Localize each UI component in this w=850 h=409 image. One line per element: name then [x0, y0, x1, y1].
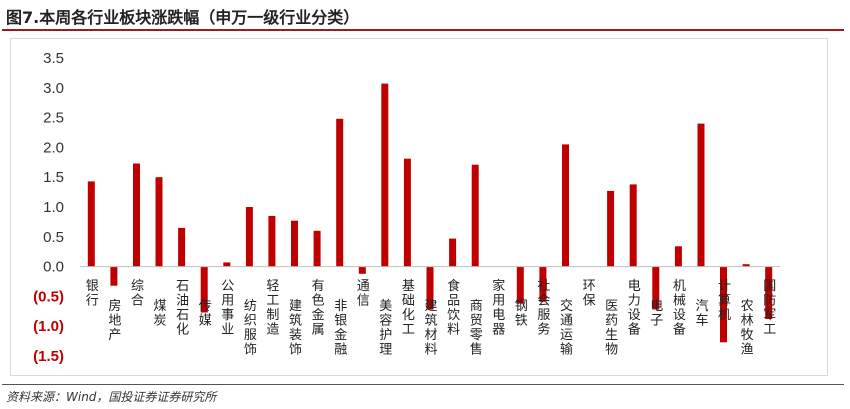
title-divider: [2, 29, 844, 31]
y-tick-label: 3.0: [43, 80, 64, 97]
x-tick-label: 房地产: [108, 298, 121, 343]
x-tick-label: 汽车: [695, 299, 708, 329]
bar-6: [200, 266, 208, 313]
bar-31: [765, 266, 773, 319]
bar-2: [110, 266, 118, 286]
x-tick-label: 石油石化: [176, 279, 189, 338]
y-tick-label: (1.0): [33, 318, 64, 335]
bar-10: [291, 220, 298, 267]
x-tick-label: 家用电器: [492, 278, 505, 338]
bar-21: [539, 266, 547, 302]
x-tick-label: 食品饮料: [447, 278, 460, 338]
bar-12: [336, 118, 344, 267]
chart-frame: [10, 38, 828, 376]
bar-15: [403, 158, 411, 267]
x-tick-label: 国防军工: [763, 279, 776, 338]
x-tick-label: 计算机: [718, 279, 731, 323]
bar-5: [178, 227, 186, 267]
bar-series: [87, 83, 773, 343]
bar-26: [652, 266, 660, 310]
x-tick-label: 银行: [86, 279, 99, 309]
bar-29: [720, 266, 727, 343]
x-tick-label: 美容护理: [379, 299, 392, 358]
bar-8: [245, 207, 253, 267]
y-tick-label: 1.0: [43, 199, 64, 216]
y-axis: 3.5 3.0 2.5 2.0 1.5 1.0 0.5 0.0 (0.5) (1.0) (1.5): [33, 50, 64, 365]
x-tick-label: 建筑装饰: [289, 299, 302, 358]
x-tick-label: 环保: [583, 279, 596, 309]
bar-1: [87, 181, 95, 267]
source-note: 资料来源：Wind，国投证券证券研究所: [6, 390, 217, 404]
x-tick-label: 社会服务: [537, 278, 550, 338]
bar-4: [155, 177, 163, 267]
x-tick-label: 公用事业: [221, 279, 234, 338]
bar-28: [697, 123, 705, 267]
x-tick-label: 煤炭: [153, 299, 166, 329]
x-tick-label: 钢铁: [515, 299, 528, 329]
x-tick-label: 商贸零售: [470, 299, 483, 358]
y-tick-label: 3.5: [43, 50, 64, 67]
bar-20: [516, 266, 524, 304]
x-tick-label: 电力设备: [628, 279, 641, 338]
bar-7: [223, 262, 231, 267]
bar-18: [471, 164, 479, 267]
x-tick-label: 综合: [131, 279, 144, 309]
bar-25: [629, 184, 637, 267]
x-tick-label: 轻工制造: [266, 279, 279, 338]
x-tick-label: 医药生物: [605, 299, 618, 358]
x-tick-label: 建筑材料: [424, 299, 437, 358]
bar-24: [607, 190, 615, 267]
y-tick-label: 2.5: [43, 110, 64, 127]
bar-3: [133, 163, 140, 267]
bar-11: [313, 230, 321, 267]
x-tick-label: 交通运输: [560, 298, 573, 358]
y-tick-label: (0.5): [33, 288, 64, 305]
x-tick-label: 有色金属: [312, 279, 325, 338]
y-tick-label: 0.5: [43, 229, 64, 246]
x-tick-label: 通信: [357, 279, 370, 309]
bar-17: [449, 238, 457, 267]
x-tick-label: 机械设备: [673, 279, 686, 338]
y-tick-label: 1.5: [43, 169, 64, 186]
bar-16: [426, 266, 434, 310]
bar-27: [674, 246, 682, 267]
chart-title: 图7.本周各行业板块涨跌幅（申万一级行业分类）: [6, 8, 360, 27]
bar-14: [381, 83, 389, 267]
x-tick-label: 农林牧渔: [741, 299, 754, 358]
y-tick-label: 0.0: [43, 259, 64, 276]
bar-30: [742, 264, 750, 267]
y-tick-label: 2.0: [43, 139, 64, 156]
x-tick-label: 纺织服饰: [244, 299, 257, 358]
bar-9: [268, 215, 276, 267]
source-divider: [2, 384, 844, 385]
x-tick-label: 基础化工: [402, 279, 415, 338]
bar-13: [358, 266, 366, 274]
x-tick-label: 传媒: [199, 299, 212, 329]
x-tick-label: 非银金融: [334, 299, 347, 358]
y-tick-label: (1.5): [33, 348, 64, 365]
bar-22: [562, 144, 569, 267]
x-tick-label: 电子: [650, 299, 663, 329]
